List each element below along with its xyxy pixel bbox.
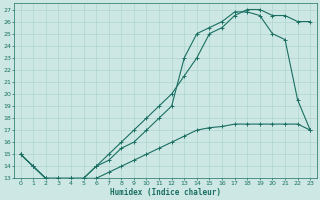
X-axis label: Humidex (Indice chaleur): Humidex (Indice chaleur) [110,188,221,197]
